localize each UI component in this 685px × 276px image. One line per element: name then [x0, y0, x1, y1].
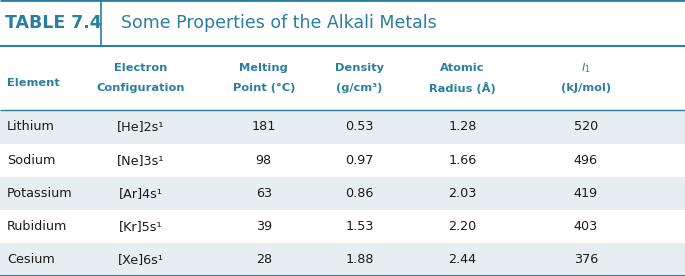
- Text: $I_1$: $I_1$: [581, 61, 590, 75]
- Bar: [0, 210, 685, 243]
- Text: 2.44: 2.44: [448, 253, 477, 266]
- Text: (kJ/mol): (kJ/mol): [560, 83, 611, 93]
- Text: 1.53: 1.53: [345, 220, 374, 233]
- Text: 520: 520: [573, 120, 598, 134]
- Text: Melting: Melting: [239, 63, 288, 73]
- Text: Radius (Å): Radius (Å): [429, 82, 496, 94]
- Text: 181: 181: [251, 120, 276, 134]
- Text: 1.66: 1.66: [448, 153, 477, 167]
- Text: (g/cm³): (g/cm³): [336, 83, 383, 93]
- Text: Lithium: Lithium: [7, 120, 55, 134]
- Text: Sodium: Sodium: [7, 153, 55, 167]
- Text: Point (°C): Point (°C): [232, 83, 295, 93]
- Text: [Kr]5s¹: [Kr]5s¹: [119, 220, 162, 233]
- Text: Potassium: Potassium: [7, 187, 73, 200]
- Text: 0.86: 0.86: [345, 187, 374, 200]
- Text: [Ne]3s¹: [Ne]3s¹: [116, 153, 164, 167]
- Text: 2.20: 2.20: [448, 220, 477, 233]
- Text: TABLE 7.4: TABLE 7.4: [5, 14, 101, 32]
- Text: Configuration: Configuration: [96, 83, 185, 93]
- Bar: [0, 144, 685, 177]
- Text: 1.88: 1.88: [345, 253, 374, 266]
- Text: Rubidium: Rubidium: [7, 220, 67, 233]
- Text: 39: 39: [256, 220, 272, 233]
- Bar: [0, 243, 685, 276]
- Text: Some Properties of the Alkali Metals: Some Properties of the Alkali Metals: [110, 14, 436, 32]
- Text: 376: 376: [573, 253, 598, 266]
- Text: [He]2s¹: [He]2s¹: [116, 120, 164, 134]
- Text: 2.03: 2.03: [448, 187, 477, 200]
- Text: Electron: Electron: [114, 63, 167, 73]
- Text: 0.97: 0.97: [345, 153, 374, 167]
- Text: Atomic: Atomic: [440, 63, 484, 73]
- Text: 98: 98: [256, 153, 272, 167]
- Text: 28: 28: [256, 253, 272, 266]
- Text: [Ar]4s¹: [Ar]4s¹: [119, 187, 162, 200]
- Text: 0.53: 0.53: [345, 120, 374, 134]
- Text: Cesium: Cesium: [7, 253, 55, 266]
- Text: [Xe]6s¹: [Xe]6s¹: [117, 253, 164, 266]
- Text: 63: 63: [256, 187, 272, 200]
- Text: 496: 496: [573, 153, 598, 167]
- Bar: [0, 177, 685, 210]
- Text: Density: Density: [335, 63, 384, 73]
- Bar: [0, 110, 685, 144]
- Text: 419: 419: [573, 187, 598, 200]
- Text: Element: Element: [7, 78, 60, 89]
- Text: 403: 403: [573, 220, 598, 233]
- Text: 1.28: 1.28: [448, 120, 477, 134]
